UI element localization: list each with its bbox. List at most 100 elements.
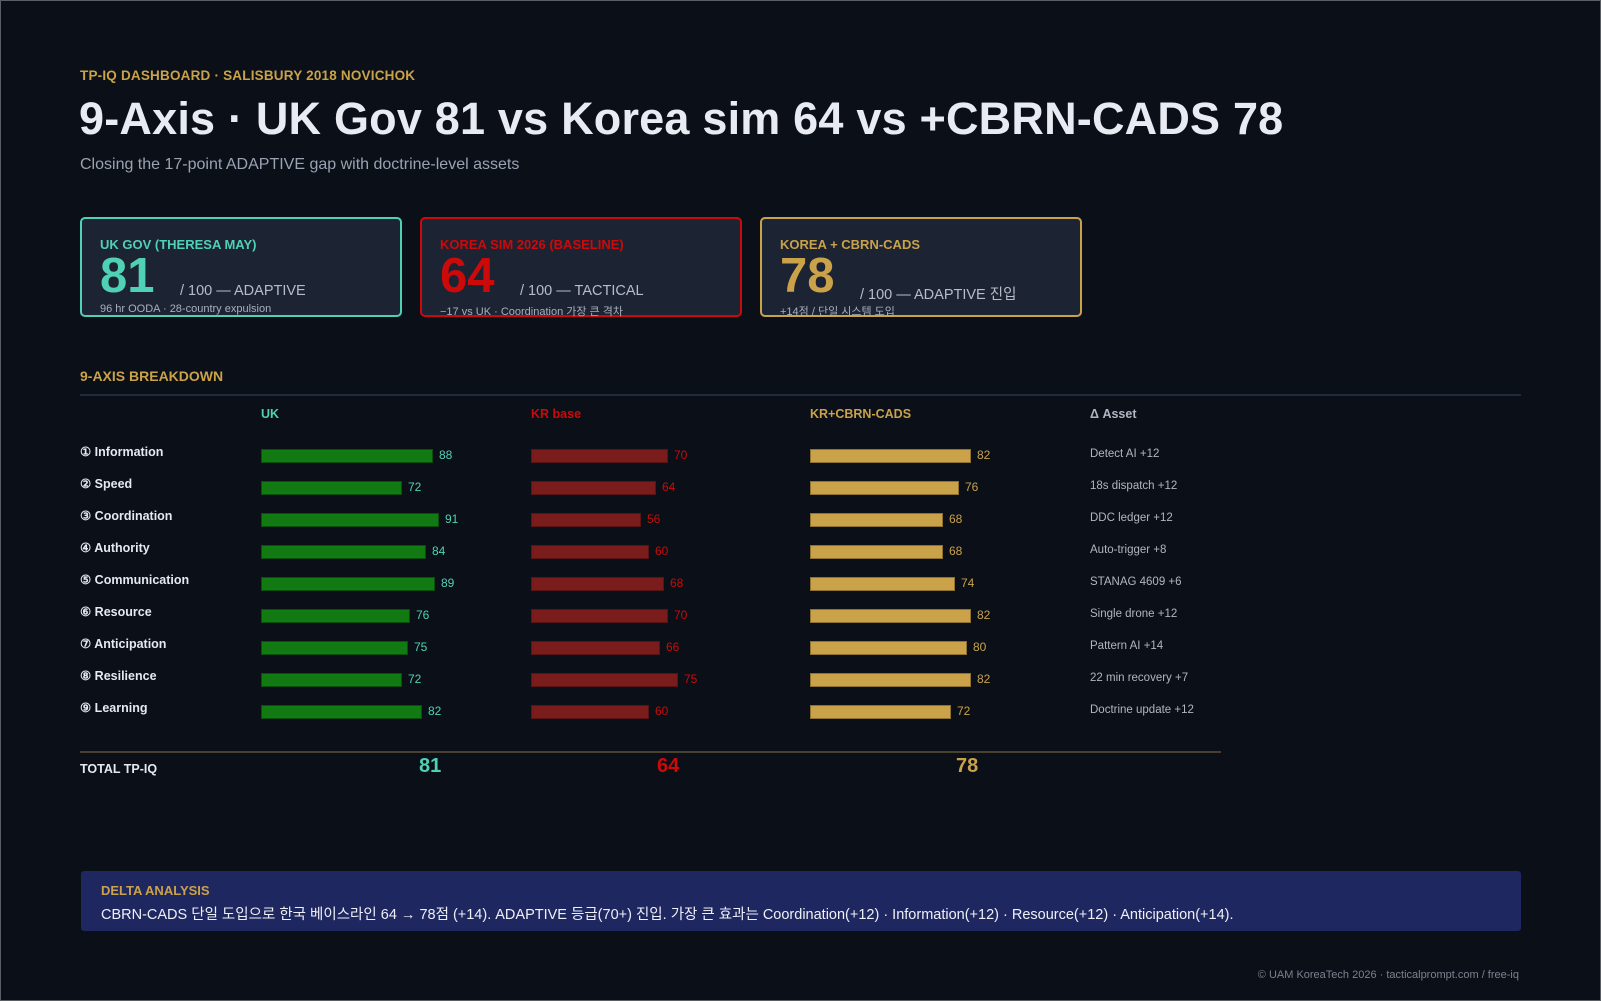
axis-label: ④ Authority xyxy=(80,541,150,555)
axis-row: ③ Coordination 91 56 68 DDC ledger +12 xyxy=(1,508,1301,540)
axis-label: ⑨ Learning xyxy=(80,701,148,715)
total-divider xyxy=(80,751,1221,753)
bar-value: 70 xyxy=(674,448,688,462)
bar-value: 82 xyxy=(977,448,991,462)
bar-value: 89 xyxy=(441,576,455,590)
bar-uk xyxy=(261,545,426,559)
card-grade: / 100 — TACTICAL xyxy=(520,283,644,299)
total-kr-cads: 78 xyxy=(956,755,979,777)
bar-value: 88 xyxy=(439,448,453,462)
axis-row: ④ Authority 84 60 68 Auto-trigger +8 xyxy=(1,540,1301,572)
section-title: 9-AXIS BREAKDOWN xyxy=(80,368,224,384)
delta-asset: Doctrine update +12 xyxy=(1090,704,1194,716)
bar-kr-base xyxy=(531,609,668,623)
card-note: 96 hr OODA · 28-country expulsion xyxy=(100,303,272,315)
bar-value: 74 xyxy=(961,576,975,590)
bar-kr-base xyxy=(531,449,668,463)
card-score: 81 xyxy=(100,249,155,303)
score-card-korea-cads: KOREA + CBRN-CADS 78 / 100 — ADAPTIVE 진입… xyxy=(760,217,1082,318)
delta-asset: 22 min recovery +7 xyxy=(1090,672,1189,684)
bar-value: 76 xyxy=(416,608,430,622)
bar-value: 60 xyxy=(655,704,669,718)
column-header-kr-base: KR base xyxy=(531,407,582,421)
card-grade: / 100 — ADAPTIVE 진입 xyxy=(860,287,1017,303)
bar-uk xyxy=(261,513,439,527)
column-header-kr-cads: KR+CBRN-CADS xyxy=(810,407,912,421)
axis-row: ⑤ Communication 89 68 74 STANAG 4609 +6 xyxy=(1,572,1301,604)
eyebrow: TP-IQ DASHBOARD · SALISBURY 2018 NOVICHO… xyxy=(80,68,416,83)
score-card-korea-baseline: KOREA SIM 2026 (BASELINE) 64 / 100 — TAC… xyxy=(420,217,742,318)
delta-asset: Auto-trigger +8 xyxy=(1090,544,1167,556)
bar-value: 91 xyxy=(445,512,459,526)
card-note: −17 vs UK · Coordination 가장 큰 격차 xyxy=(440,306,623,318)
bar-value: 68 xyxy=(949,544,963,558)
card-grade: / 100 — ADAPTIVE xyxy=(180,283,306,299)
section-divider xyxy=(80,394,1521,396)
score-card-uk: UK GOV (THERESA MAY) 81 / 100 — ADAPTIVE… xyxy=(80,217,402,317)
bar-value: 72 xyxy=(957,704,971,718)
page-title: 9-Axis · UK Gov 81 vs Korea sim 64 vs +C… xyxy=(79,93,1284,144)
delta-analysis-panel: DELTA ANALYSIS CBRN-CADS 단일 도입으로 한국 베이스라… xyxy=(81,871,1521,931)
bar-kr-base xyxy=(531,481,656,495)
bar-uk xyxy=(261,449,433,463)
bar-value: 72 xyxy=(408,672,422,686)
axis-row: ② Speed 72 64 76 18s dispatch +12 xyxy=(1,476,1301,508)
bar-uk xyxy=(261,641,408,655)
bar-value: 75 xyxy=(414,640,428,654)
card-label: UK GOV (THERESA MAY) xyxy=(100,237,257,252)
bar-value: 82 xyxy=(977,672,991,686)
bar-kr-base xyxy=(531,705,649,719)
axis-label: ② Speed xyxy=(80,477,133,491)
column-header-delta-asset: Δ Asset xyxy=(1090,407,1137,421)
card-score: 64 xyxy=(440,249,495,303)
bar-kr-cbrn-cads xyxy=(810,513,943,527)
axis-row: ⑧ Resilience 72 75 82 22 min recovery +7 xyxy=(1,668,1301,700)
delta-asset: 18s dispatch +12 xyxy=(1090,480,1178,492)
bar-kr-cbrn-cads xyxy=(810,673,971,687)
bar-value: 84 xyxy=(432,544,446,558)
bar-kr-cbrn-cads xyxy=(810,481,959,495)
delta-asset: Pattern AI +14 xyxy=(1090,640,1164,652)
total-uk: 81 xyxy=(419,755,442,777)
delta-asset: DDC ledger +12 xyxy=(1090,512,1173,524)
bar-value: 82 xyxy=(977,608,991,622)
card-score: 78 xyxy=(780,249,835,303)
axis-label: ③ Coordination xyxy=(80,509,173,523)
axis-row: ⑦ Anticipation 75 66 80 Pattern AI +14 xyxy=(1,636,1301,668)
bar-kr-base xyxy=(531,673,678,687)
footer-credit: © UAM KoreaTech 2026 · tacticalprompt.co… xyxy=(1257,969,1519,981)
card-label: KOREA + CBRN-CADS xyxy=(780,237,920,252)
bar-value: 68 xyxy=(949,512,963,526)
axis-label: ⑧ Resilience xyxy=(80,669,157,683)
bar-kr-cbrn-cads xyxy=(810,641,967,655)
bar-value: 80 xyxy=(973,640,987,654)
bar-uk xyxy=(261,481,402,495)
bar-kr-cbrn-cads xyxy=(810,609,971,623)
bar-value: 64 xyxy=(662,480,676,494)
delta-asset: Single drone +12 xyxy=(1090,608,1178,620)
axis-label: ⑥ Resource xyxy=(80,605,152,619)
bar-uk xyxy=(261,705,422,719)
delta-text: CBRN-CADS 단일 도입으로 한국 베이스라인 64 → 78점 (+14… xyxy=(101,907,1234,923)
axis-label: ⑦ Anticipation xyxy=(80,637,167,651)
bar-kr-base xyxy=(531,641,660,655)
axis-label: ⑤ Communication xyxy=(80,573,190,587)
bar-value: 70 xyxy=(674,608,688,622)
bar-value: 60 xyxy=(655,544,669,558)
bar-kr-cbrn-cads xyxy=(810,449,971,463)
bar-value: 66 xyxy=(666,640,680,654)
card-note: +14점 / 단일 시스템 도입 xyxy=(780,306,895,318)
bar-value: 56 xyxy=(647,512,661,526)
bar-value: 75 xyxy=(684,672,698,686)
axis-row: ⑥ Resource 76 70 82 Single drone +12 xyxy=(1,604,1301,636)
page-subtitle: Closing the 17-point ADAPTIVE gap with d… xyxy=(80,156,520,173)
bar-kr-cbrn-cads xyxy=(810,705,951,719)
bar-kr-cbrn-cads xyxy=(810,545,943,559)
bar-uk xyxy=(261,673,402,687)
bar-kr-base xyxy=(531,513,641,527)
bar-kr-cbrn-cads xyxy=(810,577,955,591)
total-kr-base: 64 xyxy=(657,755,680,777)
bar-uk xyxy=(261,577,435,591)
column-header-uk: UK xyxy=(261,407,280,421)
